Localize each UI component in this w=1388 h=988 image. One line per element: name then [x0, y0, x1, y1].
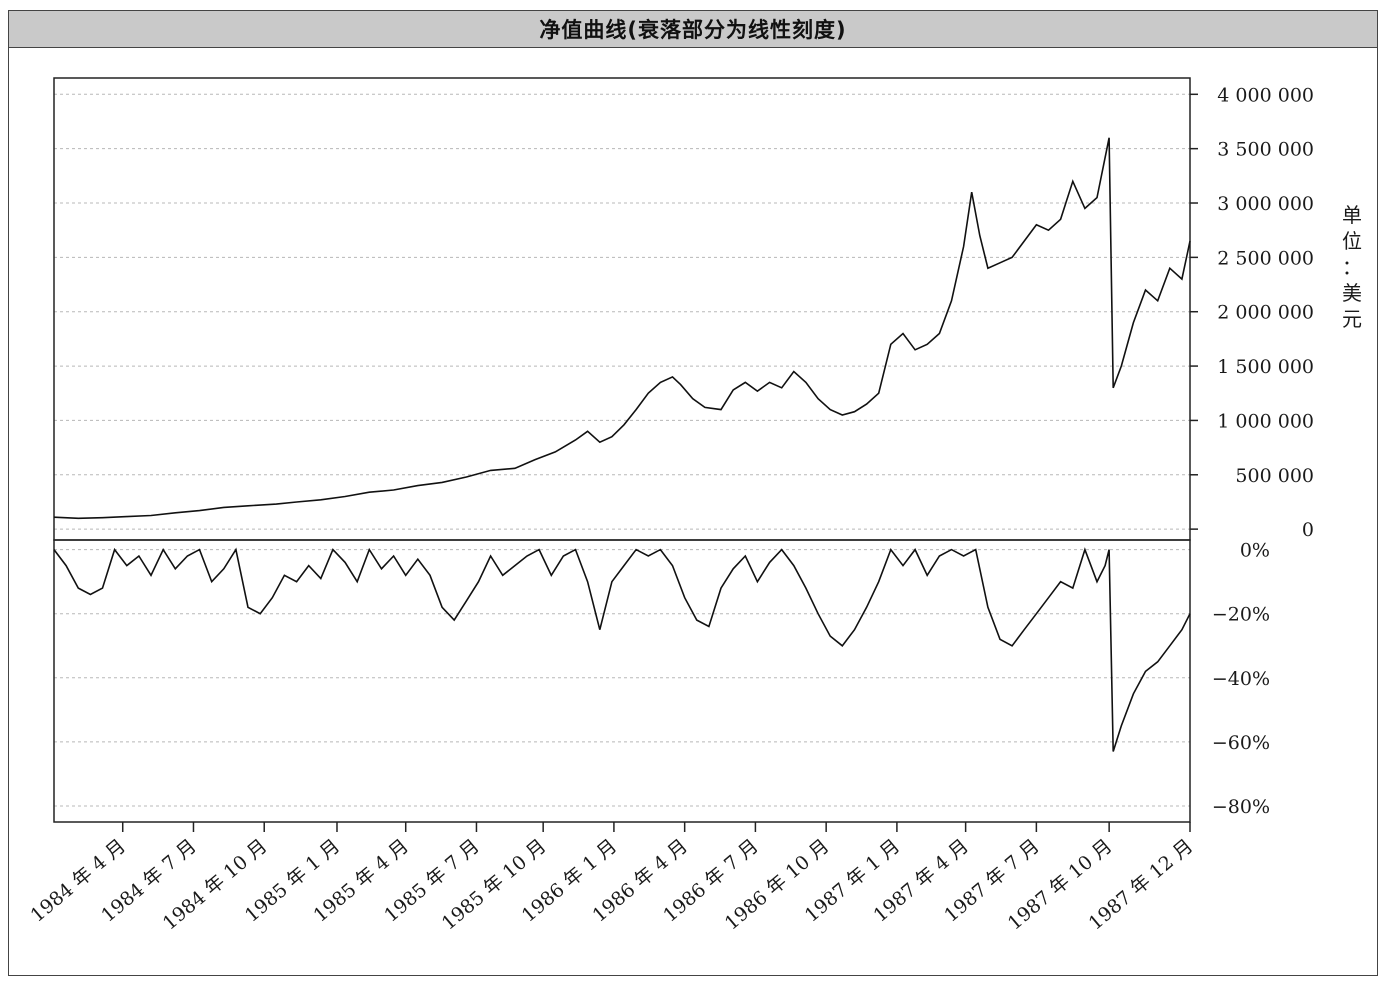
equity-y-tick-label: 3 000 000	[1217, 193, 1314, 215]
drawdown-y-tick-label: −20%	[1212, 604, 1270, 626]
drawdown-plot-area	[53, 539, 1191, 823]
equity-y-tick-label: 500 000	[1235, 465, 1314, 487]
equity-plot-area	[53, 77, 1191, 541]
chart-title: 净值曲线(衰落部分为线性刻度)	[539, 18, 847, 42]
unit-label-char: 位	[1342, 229, 1362, 253]
unit-label-char: 美	[1342, 281, 1362, 305]
equity-y-tick-label: 1 000 000	[1217, 410, 1314, 432]
drawdown-y-tick-label: 0%	[1240, 540, 1270, 562]
equity-y-tick-label: 0	[1302, 519, 1314, 541]
drawdown-line	[53, 547, 1191, 752]
unit-label-char: ：	[1342, 255, 1362, 279]
drawdown-y-tick-label: −60%	[1212, 732, 1270, 754]
drawdown-y-axis: 0% −20% −40% −60% −80%	[1212, 540, 1270, 818]
equity-gridlines	[54, 93, 1190, 530]
equity-y-tick-label: 4 000 000	[1217, 84, 1314, 106]
unit-label-char: 单	[1342, 203, 1362, 227]
equity-y-tick-label: 2 500 000	[1217, 247, 1314, 269]
drawdown-gridlines	[54, 549, 1190, 807]
equity-y-tick-label: 3 500 000	[1217, 139, 1314, 161]
unit-label: 单位：美元	[1342, 203, 1362, 331]
unit-label-char: 元	[1342, 307, 1362, 331]
equity-line	[53, 137, 1191, 520]
equity-y-tick-label: 1 500 000	[1217, 356, 1314, 378]
drawdown-y-tick-label: −40%	[1212, 668, 1270, 690]
drawdown-y-tick-label: −80%	[1212, 796, 1270, 818]
chart-frame	[8, 10, 1378, 976]
title-bar: 净值曲线(衰落部分为线性刻度)	[8, 10, 1378, 48]
equity-y-tick-label: 2 000 000	[1217, 302, 1314, 324]
equity-y-axis: 0 500 000 1 000 000 1 500 000 2 000 000 2 500…	[1190, 84, 1314, 541]
